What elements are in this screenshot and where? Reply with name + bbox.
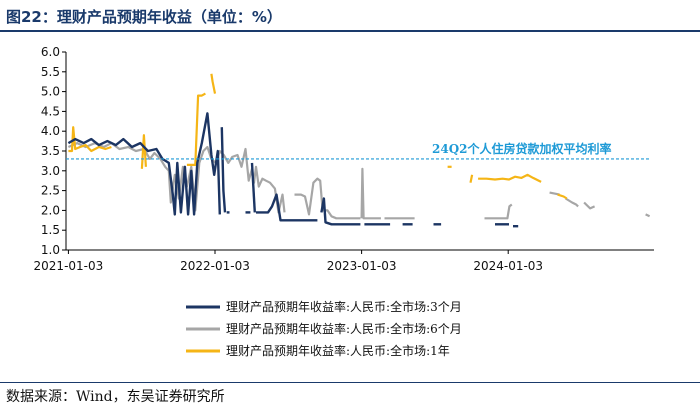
legend-label-1: 理财产品预期年收益率:人民币:全市场:3个月: [226, 299, 462, 314]
legend: 理财产品预期年收益率:人民币:全市场:3个月理财产品预期年收益率:人民币:全市场…: [186, 299, 462, 358]
y-tick-label: 1.5: [41, 223, 60, 237]
y-tick-label: 6.0: [41, 45, 60, 59]
series-3-line-segment: [210, 73, 217, 94]
series-1-line-segment: [220, 127, 227, 213]
x-tick-label: 2022-01-03: [180, 259, 250, 273]
y-tick-label: 2.0: [41, 203, 60, 217]
series-2-line-segment: [484, 203, 513, 220]
chart-svg: 6.0 5.5 5.0 4.5 4.0 3.5 3.0 2.5 2.0 1.5 1.0 2021-0…: [34, 45, 654, 358]
series-2-line-segment: [360, 167, 381, 220]
x-ticks: 2021-01-03 2022-01-03 2023-01-03 2024-01-03: [34, 250, 543, 273]
y-tick-label: 3.0: [41, 164, 60, 178]
series-2-line-segment: [565, 197, 579, 208]
y-tick-label: 3.5: [41, 144, 60, 158]
reference-line-group: 24Q2个人住房贷款加权平均利率: [66, 141, 650, 160]
source-note: 数据来源：Wind，东吴证券研究所: [6, 389, 225, 405]
series-1-line-segment: [67, 112, 221, 216]
y-tick-label: 4.5: [41, 104, 60, 118]
series-3-line-segment: [140, 134, 147, 169]
x-tick-label: 2021-01-03: [34, 259, 104, 273]
y-tick-label: 2.5: [41, 184, 60, 198]
y-tick-label: 5.0: [41, 85, 60, 99]
y-ticks: 6.0 5.5 5.0 4.5 4.0 3.5 3.0 2.5 2.0 1.5 1.0: [41, 45, 66, 257]
series-3-line-segment: [557, 193, 568, 200]
x-tick-label: 2023-01-03: [327, 259, 397, 273]
series-1-line-segment: [256, 193, 318, 222]
y-tick-label: 4.0: [41, 124, 60, 138]
y-tick-label: 5.5: [41, 65, 60, 79]
footer-rule: [0, 382, 700, 383]
series-3-line-segment: [68, 126, 112, 153]
series-3-line-segment: [186, 92, 206, 166]
legend-label-3: 理财产品预期年收益率:人民币:全市场:1年: [226, 343, 450, 358]
series-2-line-segment: [67, 142, 286, 214]
series-2-line-segment: [294, 177, 361, 220]
y-tick-label: 1.0: [41, 243, 60, 257]
series-3-line-segment: [478, 173, 542, 183]
series-group: [67, 73, 651, 228]
title-rule: [0, 30, 700, 32]
series-2-line-segment: [583, 201, 596, 210]
series-1-line-segment: [320, 197, 361, 226]
figure-title: 图22：理财产品预期年收益（单位：%）: [6, 8, 282, 26]
series-2-line-segment: [645, 213, 651, 218]
series-3-line-segment: [469, 174, 474, 183]
series-1-line-segment: [250, 162, 256, 213]
x-tick-label: 2024-01-03: [473, 259, 543, 273]
reference-line-label: 24Q2个人住房贷款加权平均利率: [432, 141, 612, 156]
legend-label-2: 理财产品预期年收益率:人民币:全市场:6个月: [226, 321, 462, 336]
